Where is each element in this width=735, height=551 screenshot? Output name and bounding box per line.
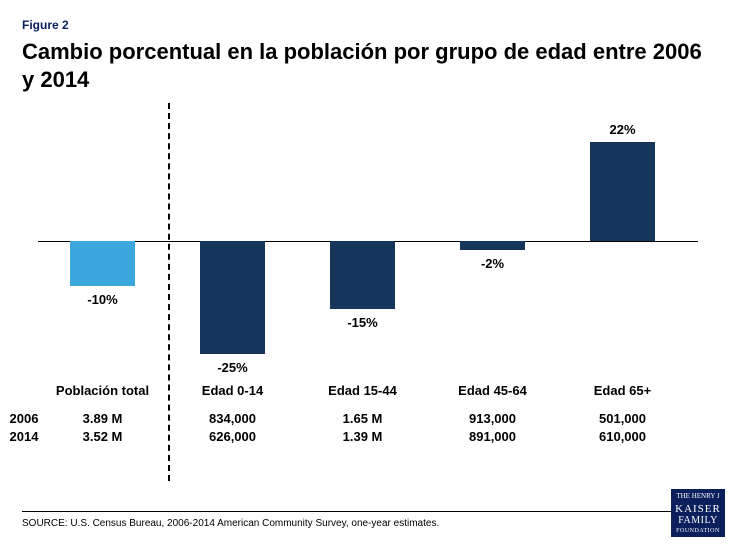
category-label-4: Edad 65+ (558, 383, 688, 398)
figure-label: Figure 2 (22, 18, 713, 32)
value-2006-3: 913,000 (428, 411, 558, 426)
bar-3 (460, 241, 525, 250)
category-label-1: Edad 0-14 (168, 383, 298, 398)
value-2014-4: 610,000 (558, 429, 688, 444)
value-2006-2: 1.65 M (298, 411, 428, 426)
logo-line2: KAISER (673, 503, 723, 515)
bar-label-2: -15% (313, 315, 413, 330)
value-2014-0: 3.52 M (38, 429, 168, 444)
logo-line1: THE HENRY J (676, 492, 719, 500)
bar-label-3: -2% (443, 256, 543, 271)
figure-container: Figure 2 Cambio porcentual en la poblaci… (0, 0, 735, 551)
chart-title: Cambio porcentual en la población por gr… (22, 38, 713, 93)
logo-line3: FAMILY (673, 515, 723, 526)
value-2014-1: 626,000 (168, 429, 298, 444)
value-2006-4: 501,000 (558, 411, 688, 426)
bar-label-1: -25% (183, 360, 283, 375)
source-footnote: SOURCE: U.S. Census Bureau, 2006-2014 Am… (22, 511, 713, 529)
bar-2 (330, 241, 395, 309)
value-2006-0: 3.89 M (38, 411, 168, 426)
category-label-0: Población total (38, 383, 168, 398)
bar-label-4: 22% (573, 122, 673, 137)
bar-1 (200, 241, 265, 354)
category-label-3: Edad 45-64 (428, 383, 558, 398)
bar-0 (70, 241, 135, 286)
value-2014-3: 891,000 (428, 429, 558, 444)
kff-logo: THE HENRY J KAISER FAMILY FOUNDATION (671, 489, 725, 537)
value-2006-1: 834,000 (168, 411, 298, 426)
logo-line4: FOUNDATION (673, 528, 723, 535)
category-label-2: Edad 15-44 (298, 383, 428, 398)
bar-label-0: -10% (53, 292, 153, 307)
value-2014-2: 1.39 M (298, 429, 428, 444)
chart-area: Población totalEdad 0-14Edad 15-44Edad 4… (38, 111, 698, 371)
bar-4 (590, 142, 655, 241)
